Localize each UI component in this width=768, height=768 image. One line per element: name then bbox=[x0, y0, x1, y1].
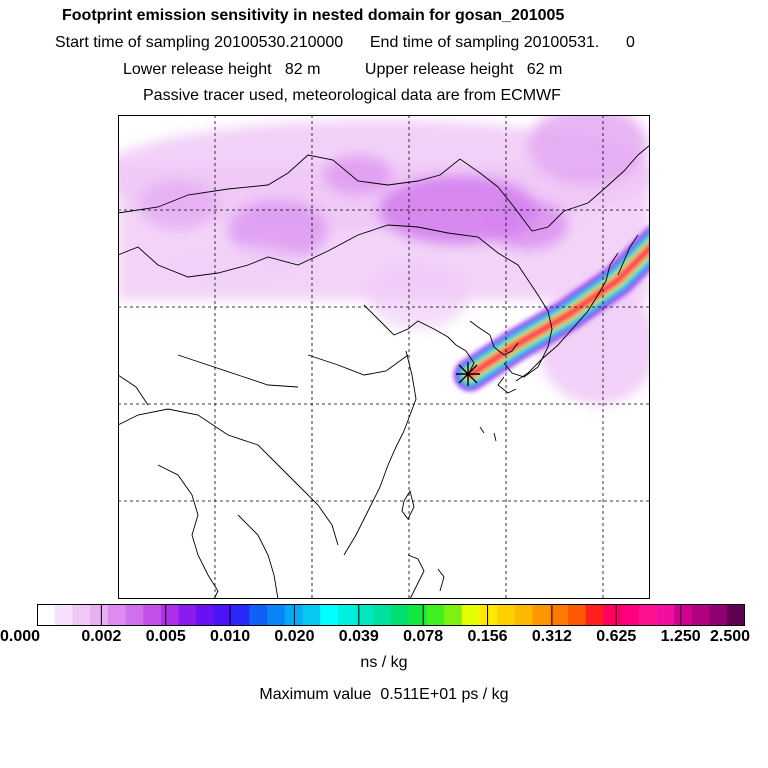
colorbar-swatch bbox=[426, 604, 445, 626]
colorbar-swatch bbox=[621, 604, 640, 626]
colorbar-swatch bbox=[479, 604, 498, 626]
plume-high-sensitivity bbox=[454, 226, 650, 391]
colorbar-tick-label: 2.500 bbox=[709, 628, 751, 645]
colorbar-swatch bbox=[497, 604, 516, 626]
colorbar-tick-label: 1.250 bbox=[660, 628, 701, 645]
colorbar-swatch bbox=[125, 604, 144, 626]
release-point-star-icon bbox=[456, 362, 480, 386]
colorbar-swatch bbox=[373, 604, 392, 626]
tracer-info-line: Passive tracer used, meteorological data… bbox=[143, 87, 561, 104]
colorbar-swatch bbox=[196, 604, 215, 626]
coastlines bbox=[118, 144, 650, 599]
colorbar-swatch bbox=[585, 604, 604, 626]
colorbar-swatch bbox=[54, 604, 73, 626]
colorbar-swatch bbox=[444, 604, 463, 626]
colorbar-tick-label: 0.078 bbox=[403, 628, 444, 645]
colorbar-swatch bbox=[284, 604, 303, 626]
colorbar-tick-label: 0.039 bbox=[338, 628, 379, 645]
colorbar-swatch bbox=[320, 604, 339, 626]
colorbar-swatch bbox=[249, 604, 268, 626]
colorbar-tick-label: 0.312 bbox=[531, 628, 572, 645]
colorbar-swatch bbox=[267, 604, 286, 626]
colorbar-tick-label: 0.625 bbox=[596, 628, 637, 645]
colorbar bbox=[36, 604, 746, 626]
colorbar-swatch bbox=[391, 604, 410, 626]
colorbar-units: ns / kg bbox=[360, 654, 408, 671]
colorbar-swatch bbox=[408, 604, 427, 626]
colorbar-swatch bbox=[656, 604, 675, 626]
colorbar-swatch bbox=[302, 604, 321, 626]
colorbar-swatch bbox=[90, 604, 109, 626]
colorbar-swatch bbox=[674, 604, 693, 626]
colorbar-swatch bbox=[231, 604, 250, 626]
plot-title: Footprint emission sensitivity in nested… bbox=[62, 7, 565, 24]
colorbar-swatch bbox=[143, 604, 162, 626]
colorbar-swatch bbox=[709, 604, 728, 626]
footprint-map bbox=[118, 115, 650, 599]
colorbar-swatch bbox=[514, 604, 533, 626]
maximum-value-line: Maximum value 0.511E+01 ps / kg bbox=[259, 686, 509, 703]
colorbar-swatch bbox=[37, 604, 56, 626]
colorbar-frame bbox=[37, 604, 745, 626]
colorbar-tick-label: 0.000 bbox=[0, 628, 41, 645]
colorbar-swatch bbox=[691, 604, 710, 626]
colorbar-swatch bbox=[337, 604, 356, 626]
colorbar-swatch bbox=[550, 604, 569, 626]
colorbar-swatch bbox=[214, 604, 233, 626]
colorbar-swatch bbox=[532, 604, 551, 626]
colorbar-swatch bbox=[603, 604, 622, 626]
colorbar-swatch bbox=[568, 604, 587, 626]
low-sensitivity-field bbox=[118, 115, 650, 405]
colorbar-swatch bbox=[461, 604, 480, 626]
colorbar-tick-label: 0.002 bbox=[81, 628, 122, 645]
colorbar-tick-label: 0.156 bbox=[467, 628, 508, 645]
colorbar-tick-label: 0.010 bbox=[210, 628, 251, 645]
colorbar-swatch bbox=[160, 604, 179, 626]
colorbar-swatch bbox=[72, 604, 91, 626]
lat-lon-grid bbox=[118, 115, 650, 599]
colorbar-swatch bbox=[355, 604, 374, 626]
colorbar-swatch bbox=[727, 604, 746, 626]
colorbar-swatch bbox=[107, 604, 126, 626]
sampling-time-line: Start time of sampling 20100530.210000 E… bbox=[55, 34, 635, 51]
colorbar-tick-label: 0.005 bbox=[145, 628, 186, 645]
release-height-line: Lower release height 82 m Upper release … bbox=[123, 61, 563, 78]
colorbar-swatch bbox=[178, 604, 197, 626]
colorbar-swatch bbox=[638, 604, 657, 626]
colorbar-tick-label: 0.020 bbox=[274, 628, 315, 645]
